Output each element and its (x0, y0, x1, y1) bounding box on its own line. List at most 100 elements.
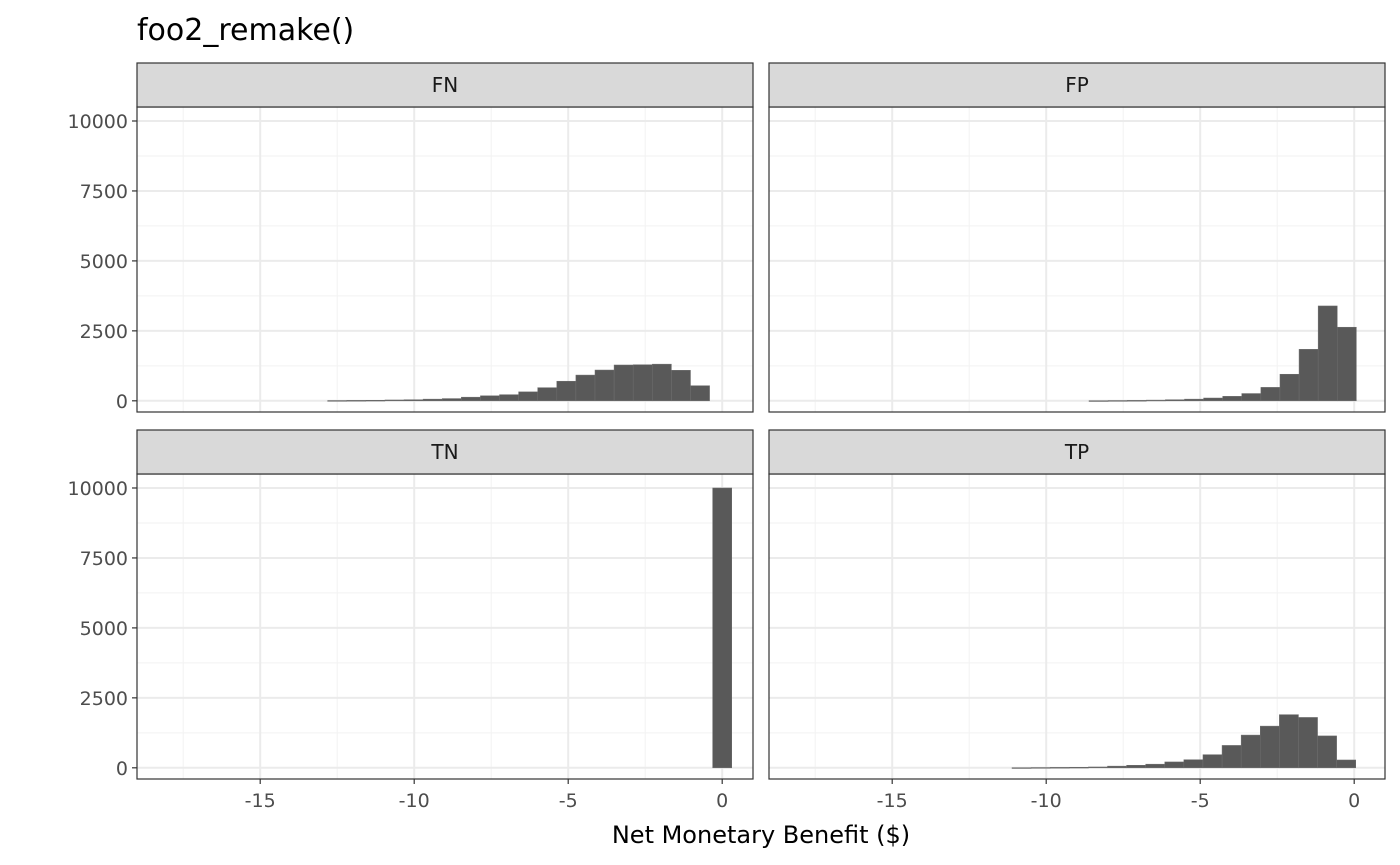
plot-background (137, 107, 753, 412)
histogram-bar (1030, 767, 1051, 769)
x-tick-label: -5 (1191, 790, 1210, 812)
histogram-bar (537, 387, 558, 402)
histogram-bar (461, 396, 481, 402)
histogram-bar (518, 391, 538, 402)
facet-panel-tp: TP -15 -10 -5 0 (768, 429, 1386, 812)
histogram-bar (1240, 734, 1261, 769)
x-axis: -15 -10 -5 0 (245, 779, 728, 812)
histogram-bar (1260, 387, 1281, 402)
histogram-bar (613, 364, 634, 402)
histogram-bar (1317, 735, 1337, 769)
histogram-bar (1221, 745, 1242, 769)
y-tick-label: 7500 (80, 181, 128, 203)
chart-title: foo2_remake() (137, 13, 354, 48)
histogram-bar (556, 380, 577, 402)
histogram-bars (712, 487, 732, 769)
histogram-bar (1183, 759, 1204, 769)
histogram-bar (1222, 396, 1243, 402)
histogram-bar (422, 398, 443, 402)
x-tick-label: -15 (877, 790, 908, 812)
y-tick-label: 10000 (68, 111, 128, 133)
facet-panel-fn: FN 0 2500 5000 7500 10000 (68, 62, 754, 413)
histogram-bar (1069, 766, 1089, 769)
histogram-bar (480, 395, 500, 402)
histogram-bar (1088, 400, 1109, 402)
facet-panels: FN 0 2500 5000 7500 10000 FP TN 0 2500 5000 7500 100… (68, 62, 1386, 812)
x-axis-title: Net Monetary Benefit ($) (612, 821, 910, 849)
minor-grid (137, 474, 753, 779)
histogram-bar (1126, 765, 1146, 769)
facet-strip-label: TN (430, 440, 458, 464)
histogram-bar (1279, 714, 1299, 769)
histogram-bar (1146, 399, 1166, 402)
y-tick-label: 2500 (80, 688, 128, 710)
x-tick-label: -10 (399, 790, 430, 812)
histogram-bar (1241, 393, 1262, 402)
y-tick-label: 7500 (80, 548, 128, 570)
histogram-bar (575, 374, 596, 402)
histogram-bar (632, 364, 653, 402)
histogram-bar (690, 385, 710, 402)
x-tick-label: -10 (1031, 790, 1062, 812)
minor-grid (769, 107, 1385, 412)
x-tick-label: 0 (716, 790, 728, 812)
histogram-bar (365, 399, 386, 402)
facet-strip (768, 429, 1386, 475)
facet-panel-fp: FP (768, 62, 1386, 413)
histogram-bar (1336, 759, 1356, 769)
histogram-bar (1337, 326, 1357, 402)
facet-strip (136, 62, 754, 108)
histogram-bar (1203, 397, 1223, 402)
histogram-bar (652, 363, 672, 402)
y-tick-label: 0 (116, 758, 128, 780)
y-axis: 0 2500 5000 7500 10000 (68, 478, 137, 780)
histogram-bars (327, 363, 710, 402)
histogram-bar (346, 400, 367, 402)
histogram-bar (1298, 349, 1319, 402)
histogram-bars (1011, 714, 1356, 769)
histogram-bar (594, 369, 615, 402)
facet-strip-label: FP (1065, 73, 1089, 97)
histogram-bar (1298, 717, 1318, 769)
x-tick-label: -5 (559, 790, 578, 812)
histogram-bar (671, 370, 691, 402)
histogram-bars (1088, 305, 1357, 402)
histogram-bar (441, 398, 462, 402)
histogram-bar (1202, 754, 1223, 769)
histogram-bar (1126, 400, 1147, 402)
histogram-bar (1279, 373, 1300, 402)
histogram-bar (1260, 725, 1280, 769)
histogram-bar (1088, 766, 1108, 769)
x-axis: -15 -10 -5 0 (877, 779, 1360, 812)
histogram-bar (1145, 763, 1166, 769)
histogram-bar (712, 487, 732, 769)
histogram-bar (1011, 767, 1032, 769)
facet-panel-tn: TN 0 2500 5000 7500 10000 -15 -10 -5 0 (68, 429, 754, 812)
facet-strip-label: TP (1064, 440, 1089, 464)
histogram-bar (1317, 305, 1338, 402)
y-axis: 0 2500 5000 7500 10000 (68, 111, 137, 413)
histogram-bar (1184, 398, 1204, 402)
histogram-bar (499, 394, 519, 402)
histogram-bar (403, 399, 424, 402)
x-tick-label: -15 (245, 790, 276, 812)
facet-strip (768, 62, 1386, 108)
minor-grid (137, 107, 753, 412)
plot-background (769, 107, 1385, 412)
histogram-bar (1165, 399, 1185, 402)
y-tick-label: 0 (116, 391, 128, 413)
plot-background (137, 474, 753, 779)
y-tick-label: 2500 (80, 321, 128, 343)
y-tick-label: 5000 (80, 618, 128, 640)
x-tick-label: 0 (1348, 790, 1360, 812)
y-tick-label: 10000 (68, 478, 128, 500)
histogram-bar (1164, 761, 1185, 769)
facet-strip-label: FN (432, 73, 458, 97)
histogram-bar (1049, 767, 1070, 769)
major-grid (137, 474, 753, 779)
major-grid (137, 107, 753, 412)
y-tick-label: 5000 (80, 251, 128, 273)
histogram-bar (1107, 765, 1127, 769)
histogram-bar (327, 400, 347, 402)
